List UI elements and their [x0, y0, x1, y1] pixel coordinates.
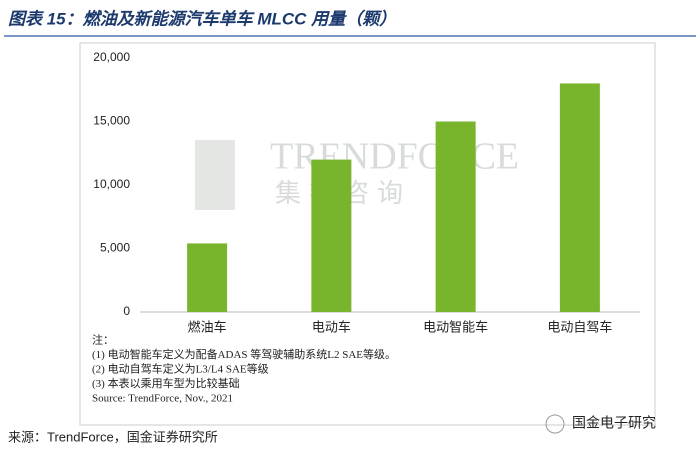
- bar: [435, 121, 476, 312]
- y-tick-label: 0: [123, 304, 130, 318]
- y-tick-label: 15,000: [93, 114, 130, 128]
- x-tick-label: 电动自驾车: [547, 319, 612, 334]
- watermark-text: TRENDFORCE: [270, 136, 519, 178]
- note: Source: TrendForce, Nov., 2021: [92, 393, 233, 405]
- logo-text: 国金电子研究: [572, 415, 656, 431]
- note: (1) 电动智能车定义为配备ADAS 等驾驶辅助系统L2 SAE等级。: [92, 347, 396, 361]
- source: 来源：TrendForce，国金证券研究所: [8, 429, 218, 444]
- chart-frame: [79, 42, 656, 426]
- y-tick-label: 10,000: [93, 177, 130, 191]
- chart-title: 图表 15：燃油及新能源汽车单车 MLCC 用量（颗）: [8, 9, 396, 28]
- x-tick-label: 电动车: [312, 319, 351, 334]
- x-tick-label: 燃油车: [188, 319, 227, 334]
- watermark-logo: [195, 140, 235, 210]
- bar: [187, 243, 228, 312]
- note: (3) 本表以乘用车型为比较基础: [92, 376, 240, 390]
- logo-icon: [545, 414, 565, 434]
- y-tick-label: 5,000: [100, 241, 130, 255]
- y-tick-label: 20,000: [93, 50, 130, 64]
- bar: [311, 159, 352, 312]
- x-tick-label: 电动智能车: [423, 319, 488, 334]
- bar: [559, 83, 600, 313]
- note: (2) 电动自驾车定义为L3/L4 SAE等级: [92, 362, 269, 376]
- note: 注：: [92, 333, 114, 347]
